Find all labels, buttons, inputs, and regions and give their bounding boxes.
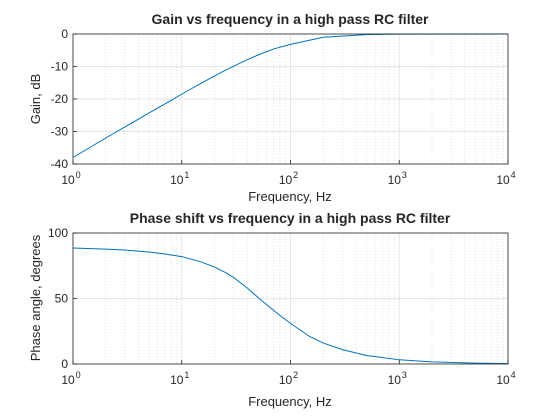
phase-x-tick-exponent: 2 [293,370,298,380]
phase-x-tick-label: 101 [170,370,189,387]
gain-y-tick-labels: -40 -30 -20 -10 0 [51,27,77,171]
phase-x-tick-label: 103 [388,370,407,387]
phase-x-tick-exponent: 0 [76,370,81,380]
gain-chart-title: Gain vs frequency in a high pass RC filt… [152,11,430,27]
gain-x-tick-label: 103 [388,170,407,187]
phase-x-tick-label: 104 [496,370,515,387]
gain-y-tick-label: -30 [51,125,69,139]
gain-x-tick-exponent: 0 [76,170,81,180]
gain-x-tick-exponent: 4 [511,170,516,180]
gain-x-tick-label: 101 [170,170,189,187]
phase-x-tick-exponent: 3 [402,370,407,380]
phase-subplot: Phase shift vs frequency in a high pass … [28,210,516,409]
gain-y-tick-label: -10 [51,60,69,74]
phase-x-tick-label: 100 [61,370,80,387]
phase-series-line [72,247,509,365]
gain-y-tick-label: -20 [51,92,69,106]
phase-x-tick-exponent: 4 [511,370,516,380]
gain-series-line [72,33,509,158]
gain-y-axis-label: Gain, dB [28,74,43,125]
phase-y-tick-label: 50 [55,292,69,306]
gain-x-tick-label: 102 [279,170,298,187]
gain-x-tick-exponent: 3 [402,170,407,180]
gain-x-tick-exponent: 1 [184,170,189,180]
gain-subplot: Gain vs frequency in a high pass RC filt… [28,11,516,204]
gain-y-tick-label: -40 [51,157,69,171]
phase-x-tick-label: 102 [279,370,298,387]
gain-y-tick-label: 0 [61,27,68,41]
phase-x-axis-label: Frequency, Hz [248,394,332,409]
gain-x-tick-exponent: 2 [293,170,298,180]
phase-y-tick-label: 100 [48,226,68,240]
gain-x-tick-label: 104 [496,170,515,187]
phase-chart-title: Phase shift vs frequency in a high pass … [130,210,451,226]
phase-y-tick-label: 0 [61,357,68,371]
gain-x-tick-label: 100 [61,170,80,187]
phase-x-tick-exponent: 1 [184,370,189,380]
phase-y-axis-label: Phase angle, degrees [28,234,43,361]
phase-y-tick-labels: 0 50 100 [48,226,77,371]
gain-x-axis-label: Frequency, Hz [248,189,332,204]
